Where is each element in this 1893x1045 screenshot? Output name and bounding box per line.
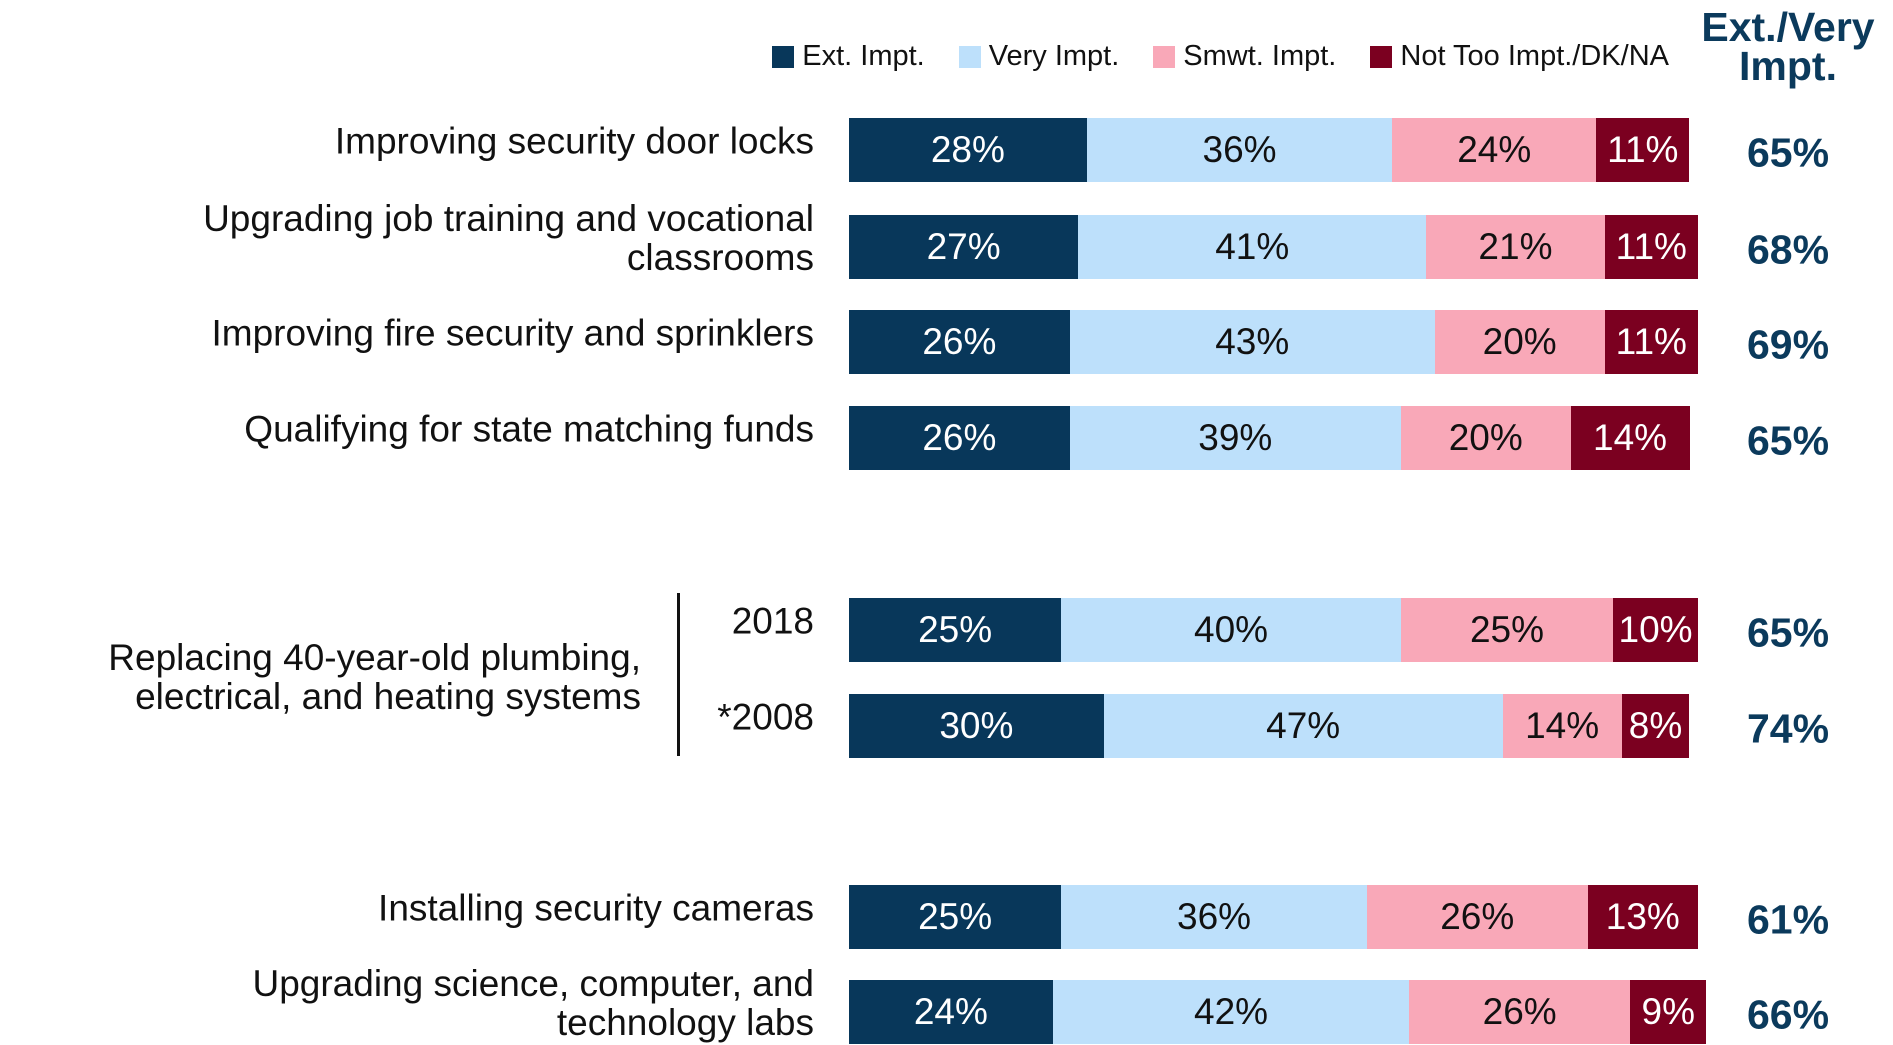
bar-value-label: 20% [1448, 417, 1523, 458]
bar-segment: 9% [1630, 980, 1707, 1044]
bar-segment: 26% [1366, 885, 1588, 949]
bar-value-label: 26% [1440, 896, 1515, 937]
bar-value-label: 41% [1215, 226, 1290, 267]
legend-swatch [1370, 45, 1393, 68]
bar-segment: 21% [1426, 215, 1605, 279]
bar-segment: 40% [1061, 598, 1401, 662]
bar-value-label: 47% [1266, 705, 1341, 746]
bar-value-label: 9% [1641, 991, 1696, 1032]
bar-segment: 43% [1069, 310, 1435, 374]
legend-label: Very Impt. [988, 40, 1120, 72]
bar-value-label: 42% [1194, 991, 1269, 1032]
bar-segment: 25% [849, 885, 1062, 949]
legend: Ext. Impt. Very Impt. Smwt. Impt. Not Too I… [772, 40, 1669, 73]
legend-label: Ext. Impt. [802, 40, 925, 72]
bar-value-label: 24% [1457, 129, 1532, 170]
bar-segment: 27% [849, 215, 1079, 279]
bar-segment: 36% [1086, 118, 1393, 182]
category-label: 2018 [731, 600, 814, 642]
bar-value-label: 27% [926, 226, 1001, 267]
legend-item: Smwt. Impt. [1153, 40, 1336, 73]
bar-segment: 26% [1409, 980, 1631, 1044]
legend-label: Smwt. Impt. [1183, 40, 1337, 72]
total-label: 65% [1746, 417, 1830, 464]
bar-value-label: 25% [918, 896, 993, 937]
totals-header: Ext./Very Impt. [1701, 4, 1875, 89]
bar-segment: 26% [849, 406, 1070, 470]
bar-value-label: 25% [1469, 609, 1544, 650]
bar-segment: 25% [849, 598, 1062, 662]
bar-value-label: 8% [1628, 705, 1683, 746]
legend-swatch [772, 45, 795, 68]
bar-segment: 8% [1621, 694, 1690, 758]
bar-value-label: 21% [1478, 226, 1553, 267]
bar-value-label: 26% [922, 321, 997, 362]
bar-segment: 11% [1596, 118, 1690, 182]
bar-segment: 24% [1392, 118, 1597, 182]
bar-value-label: 26% [1482, 991, 1557, 1032]
total-label: 61% [1746, 896, 1830, 943]
bar-value-label: 11% [1607, 129, 1679, 170]
total-label: 66% [1746, 991, 1830, 1038]
bar-segment: 41% [1078, 215, 1427, 279]
legend-label: Not Too Impt./DK/NA [1400, 40, 1669, 72]
total-label: 68% [1746, 226, 1830, 273]
bar-value-label: 20% [1482, 321, 1557, 362]
category-label: Upgrading science, computer, and technol… [252, 963, 814, 1043]
bar-value-label: 11% [1615, 321, 1687, 362]
legend-item: Very Impt. [958, 40, 1120, 73]
legend-swatch [958, 45, 981, 68]
total-label: 65% [1746, 129, 1830, 176]
bar-value-label: 39% [1198, 417, 1273, 458]
bar-segment: 42% [1052, 980, 1410, 1044]
bar-value-label: 24% [913, 991, 988, 1032]
bar-segment: 28% [849, 118, 1087, 182]
bar-segment: 10% [1613, 598, 1698, 662]
bar-value-label: 13% [1605, 896, 1680, 937]
legend-item: Not Too Impt./DK/NA [1370, 40, 1669, 73]
bar-value-label: 36% [1202, 129, 1277, 170]
bar-segment: 14% [1502, 694, 1622, 758]
bar-segment: 11% [1604, 310, 1698, 374]
category-label: Improving security door locks [334, 120, 814, 162]
bar-value-label: 43% [1215, 321, 1290, 362]
bar-segment: 14% [1570, 406, 1690, 470]
bar-segment: 25% [1400, 598, 1614, 662]
category-label: *2008 [717, 696, 814, 738]
bar-segment: 24% [849, 980, 1053, 1044]
bar-value-label: 11% [1615, 226, 1687, 267]
bar-value-label: 30% [939, 705, 1014, 746]
category-label: Qualifying for state matching funds [244, 408, 814, 450]
bar-segment: 20% [1400, 406, 1571, 470]
category-label: Improving fire security and sprinklers [211, 312, 815, 354]
bar-value-label: 10% [1618, 609, 1693, 650]
bar-segment: 13% [1587, 885, 1698, 949]
bar-segment: 30% [849, 694, 1104, 758]
bar-value-label: 40% [1194, 609, 1269, 650]
group-label: Replacing 40-year-old plumbing, electric… [108, 637, 641, 717]
bar-segment: 47% [1103, 694, 1503, 758]
bar-segment: 36% [1061, 885, 1367, 949]
bar-value-label: 14% [1593, 417, 1668, 458]
bar-segment: 39% [1069, 406, 1401, 470]
bar-value-label: 26% [922, 417, 997, 458]
category-label: Installing security cameras [378, 887, 814, 929]
bar-value-label: 36% [1177, 896, 1252, 937]
bar-value-label: 28% [930, 129, 1005, 170]
total-label: 74% [1746, 705, 1830, 752]
group-bracket [677, 593, 680, 756]
total-label: 65% [1746, 609, 1830, 656]
total-label: 69% [1746, 321, 1830, 368]
category-label: Upgrading job training and vocational cl… [203, 198, 814, 278]
bar-segment: 20% [1434, 310, 1605, 374]
bar-value-label: 14% [1525, 705, 1600, 746]
legend-swatch [1153, 45, 1176, 68]
bar-segment: 26% [849, 310, 1070, 374]
legend-item: Ext. Impt. [772, 40, 925, 73]
bar-value-label: 25% [918, 609, 993, 650]
bar-segment: 11% [1604, 215, 1698, 279]
